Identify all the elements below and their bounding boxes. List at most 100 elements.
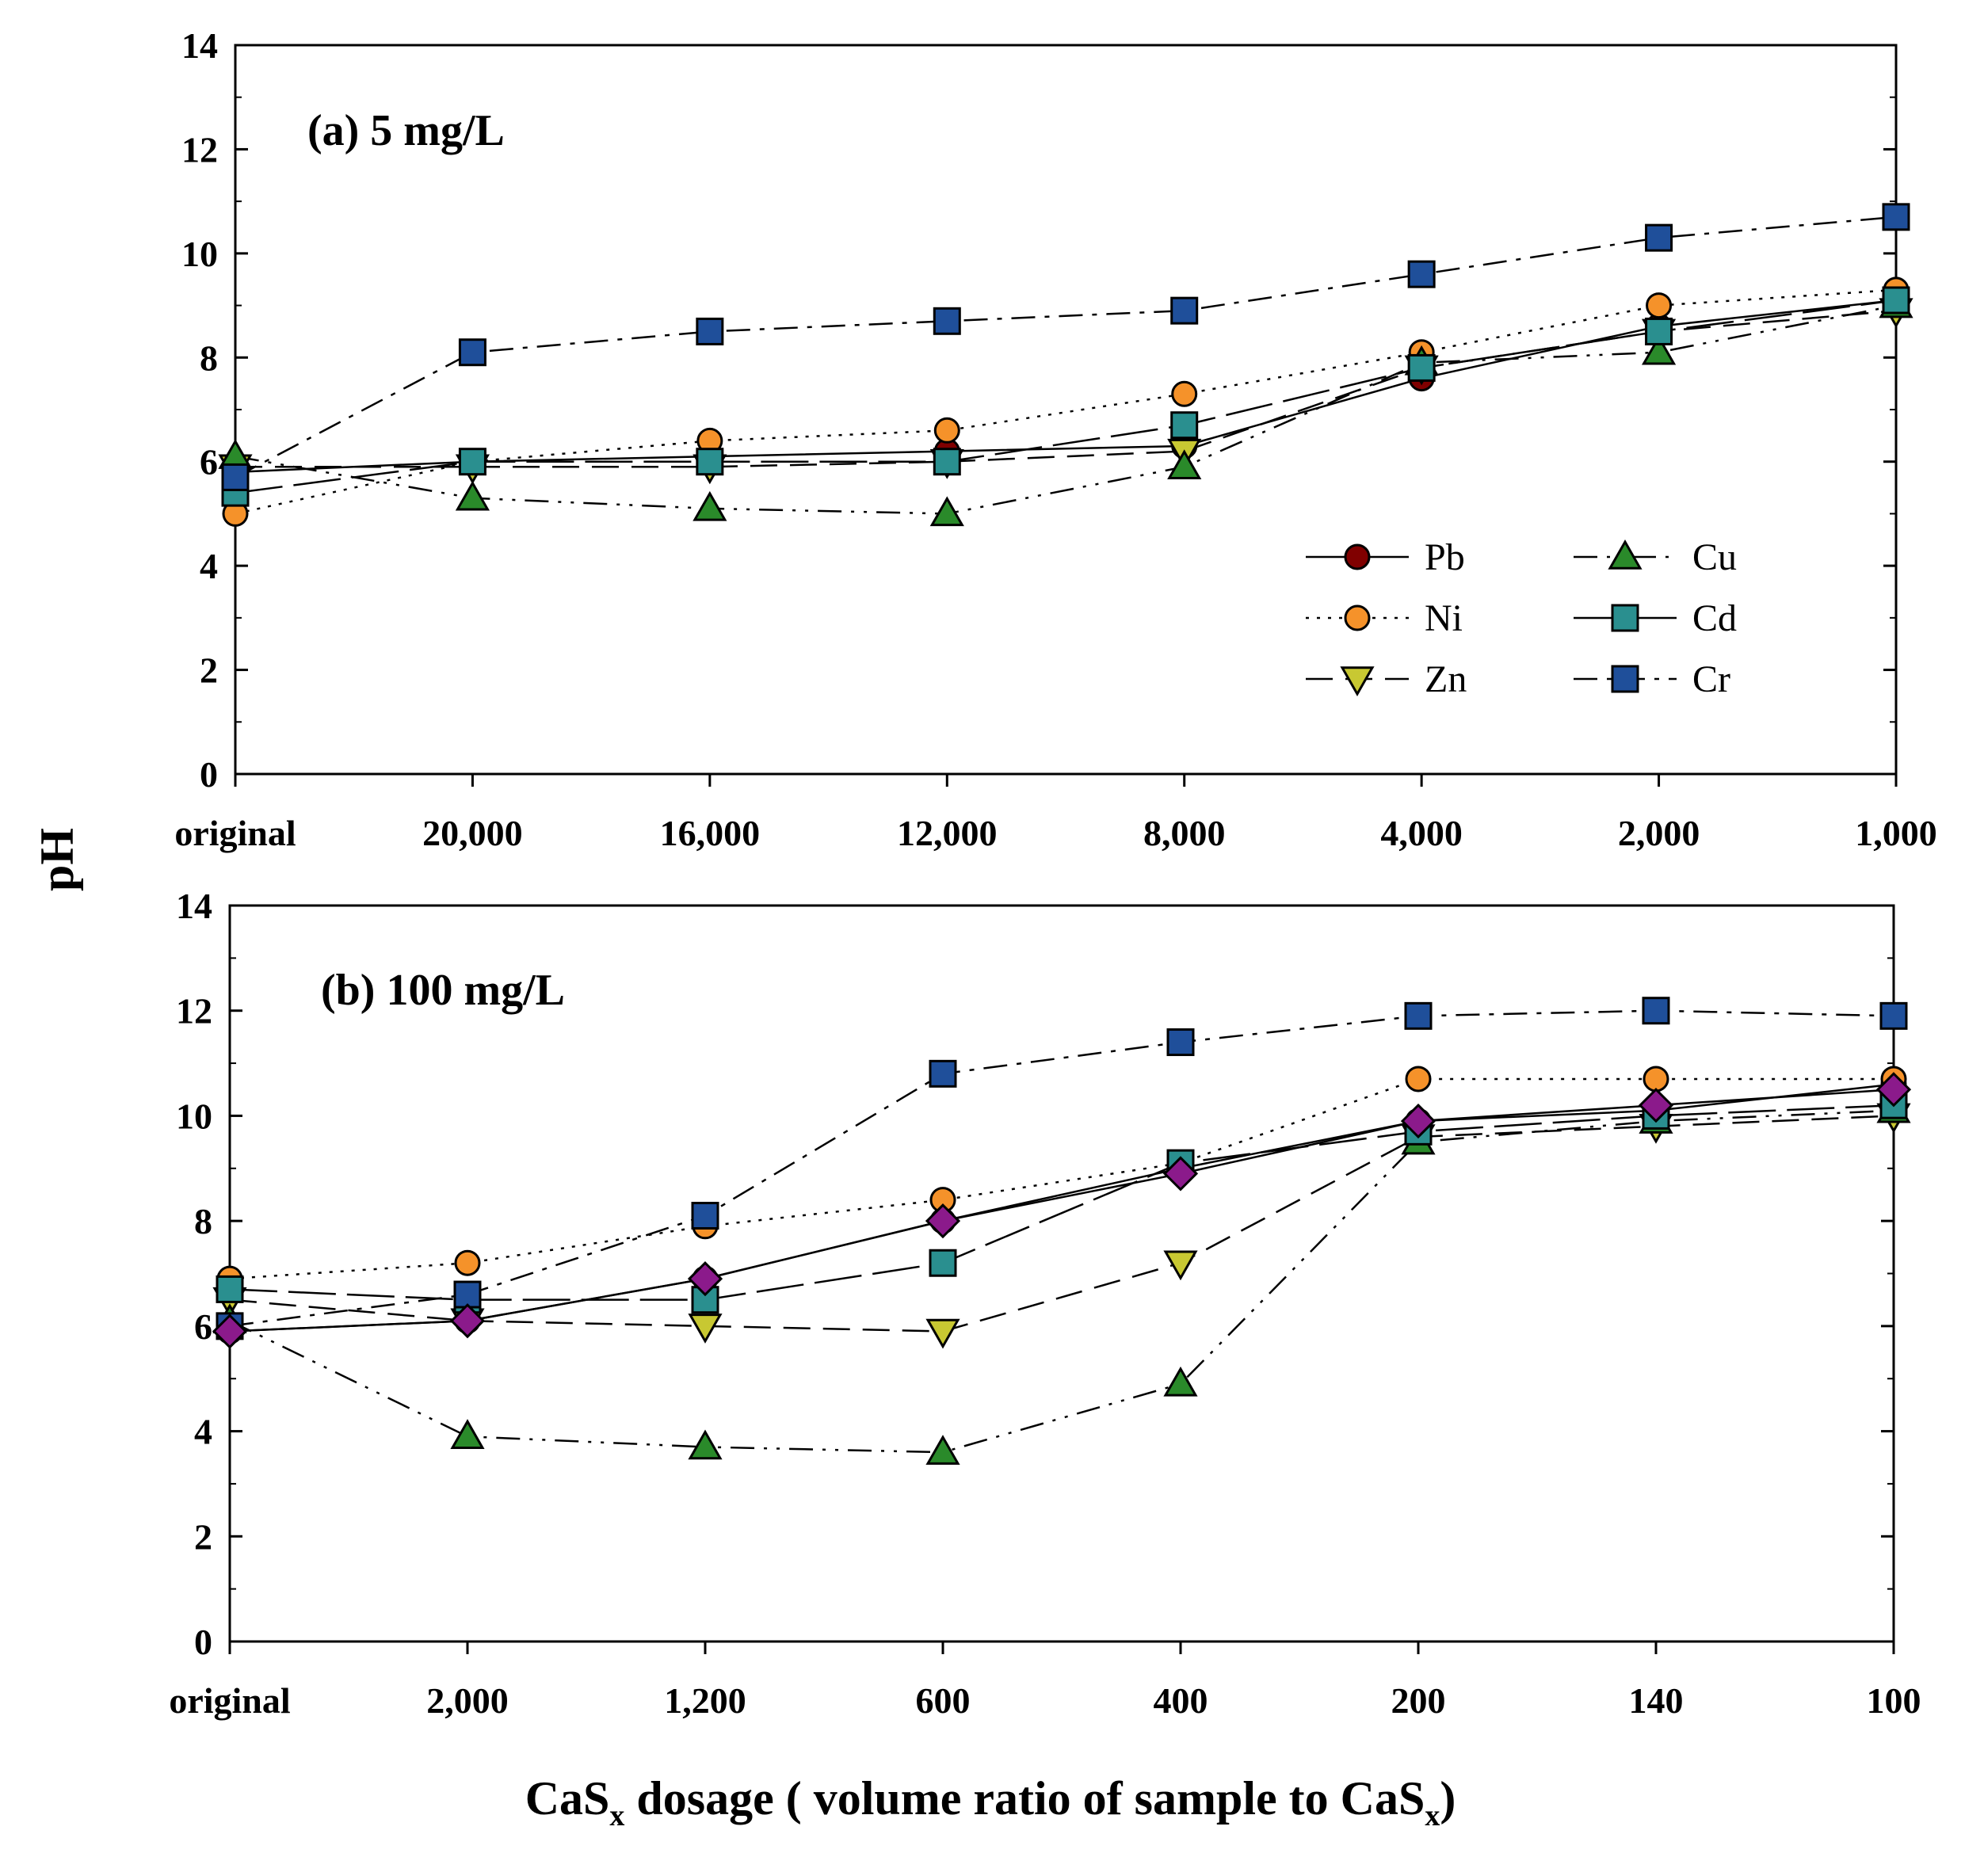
series-line-Cu — [229, 1109, 1894, 1454]
y-tick-label: 6 — [194, 1306, 212, 1347]
data-point-Cd — [929, 1249, 957, 1277]
y-tick-label: 6 — [200, 442, 218, 482]
y-tick-label: 14 — [176, 886, 212, 926]
y-tick-label: 10 — [176, 1096, 212, 1136]
data-point-Zn — [925, 1318, 960, 1349]
x-tick-label: 8,000 — [1143, 813, 1226, 853]
legend-marker-Ni — [1344, 604, 1371, 631]
x-tick-label: 20,000 — [422, 813, 523, 853]
x-axis-title-sub1: x — [609, 1799, 624, 1832]
legend-label-Zn: Zn — [1425, 658, 1467, 700]
data-point-Ni — [1646, 292, 1673, 319]
data-point-extra — [1875, 1072, 1912, 1108]
data-point-Cr — [1642, 997, 1670, 1025]
legend-marker-Zn — [1340, 666, 1375, 697]
x-tick-label: original — [174, 813, 296, 853]
x-tick-label: 1,200 — [664, 1680, 746, 1721]
x-tick-label: 2,000 — [1618, 813, 1700, 853]
y-tick-label: 8 — [200, 337, 218, 378]
series-line-Cu — [235, 304, 1897, 515]
legend-label-Ni: Ni — [1425, 597, 1463, 639]
legend-marker-Cu — [1608, 539, 1643, 570]
y-tick-label: 10 — [181, 234, 218, 274]
x-tick-label: 100 — [1867, 1680, 1921, 1721]
data-point-extra — [1638, 1088, 1674, 1123]
x-tick-label: 400 — [1154, 1680, 1208, 1721]
legend-label-Cd: Cd — [1692, 597, 1737, 639]
data-point-Ni — [933, 417, 960, 444]
data-point-Cr — [221, 463, 250, 491]
y-tick-label: 2 — [200, 650, 218, 691]
series-line-Cd — [229, 1104, 1894, 1301]
data-point-Cu — [692, 490, 727, 521]
data-point-Cr — [1645, 223, 1673, 252]
data-point-Ni — [454, 1249, 481, 1276]
series-line-Cr — [235, 215, 1897, 479]
data-point-extra — [212, 1314, 248, 1349]
panel-a: 0 2 4 6 8 10 12 14 original 20,000 16,000 12,000 8,0… — [174, 25, 1936, 853]
data-point-Cd — [1170, 411, 1199, 440]
x-tick-label: original — [169, 1680, 290, 1721]
x-axis-title: CaSx dosage ( volume ratio of sample to … — [525, 1772, 1456, 1832]
series-line-Zn — [229, 1115, 1894, 1333]
data-point-Cr — [1166, 1028, 1195, 1057]
data-point-Cr — [691, 1202, 719, 1230]
data-point-Cd — [216, 1275, 244, 1303]
x-tick-label: 200 — [1391, 1680, 1446, 1721]
data-point-Cu — [455, 480, 490, 511]
data-point-Cr — [933, 307, 961, 335]
x-axis-title-part1: CaS — [525, 1772, 610, 1825]
data-point-Ni — [1171, 380, 1198, 407]
series-line-Ni — [229, 1077, 1894, 1280]
data-point-Cr — [1879, 1001, 1908, 1030]
y-axis-title: pH — [31, 828, 83, 891]
panel-title: (b) 100 mg/L — [321, 966, 565, 1015]
x-tick-label: 140 — [1629, 1680, 1684, 1721]
x-tick-label: 12,000 — [897, 813, 998, 853]
data-point-Cr — [929, 1059, 957, 1088]
series-line-Cd — [235, 299, 1897, 494]
data-point-extra — [925, 1203, 961, 1239]
data-point-Zn — [688, 1314, 723, 1344]
data-point-Cd — [1407, 353, 1436, 382]
panel-b: 0 2 4 6 8 10 12 14 original 2,000 1,200 600 400 200 14… — [169, 886, 1921, 1721]
x-axis-title-part3: ) — [1440, 1772, 1456, 1825]
y-tick-label: 4 — [194, 1412, 212, 1452]
legend-label-Pb: Pb — [1425, 536, 1465, 578]
data-point-Cr — [1404, 1001, 1433, 1030]
data-point-Cr — [1882, 203, 1910, 231]
data-point-Cu — [1641, 334, 1677, 365]
data-point-Ni — [1643, 1066, 1669, 1092]
y-tick-label: 0 — [194, 1622, 212, 1662]
legend-label-Cr: Cr — [1692, 658, 1730, 700]
x-tick-label: 2,000 — [426, 1680, 509, 1721]
legend-marker-Pb — [1344, 543, 1371, 570]
x-tick-label: 1,000 — [1855, 813, 1937, 853]
y-tick-label: 8 — [194, 1201, 212, 1241]
data-point-Cu — [925, 1435, 960, 1465]
data-point-Cu — [450, 1419, 485, 1449]
x-axis-title-part2: dosage ( volume ratio of sample to CaS — [624, 1772, 1425, 1825]
series-line-extra — [229, 1089, 1894, 1333]
series-line-Cr — [229, 1009, 1894, 1328]
data-point-Cu — [688, 1429, 723, 1460]
y-tick-label: 14 — [181, 25, 218, 66]
data-point-Cu — [929, 496, 964, 527]
data-point-Cr — [453, 1280, 482, 1309]
data-point-extra — [1162, 1156, 1199, 1192]
legend-marker-Cr — [1611, 665, 1639, 693]
y-tick-label: 2 — [194, 1516, 212, 1557]
y-tick-label: 12 — [181, 129, 218, 170]
data-point-Cu — [1167, 449, 1202, 480]
data-point-Cr — [1170, 296, 1199, 325]
series-line-Zn — [235, 309, 1897, 468]
y-tick-label: 4 — [200, 546, 218, 586]
legend-marker-Cd — [1611, 604, 1639, 632]
data-point-Cd — [933, 448, 961, 476]
y-tick-label: 0 — [200, 754, 218, 795]
data-point-Cr — [458, 338, 486, 367]
x-axis-title-sub2: x — [1425, 1799, 1440, 1832]
data-point-extra — [1400, 1103, 1436, 1139]
data-point-Cr — [696, 317, 724, 345]
